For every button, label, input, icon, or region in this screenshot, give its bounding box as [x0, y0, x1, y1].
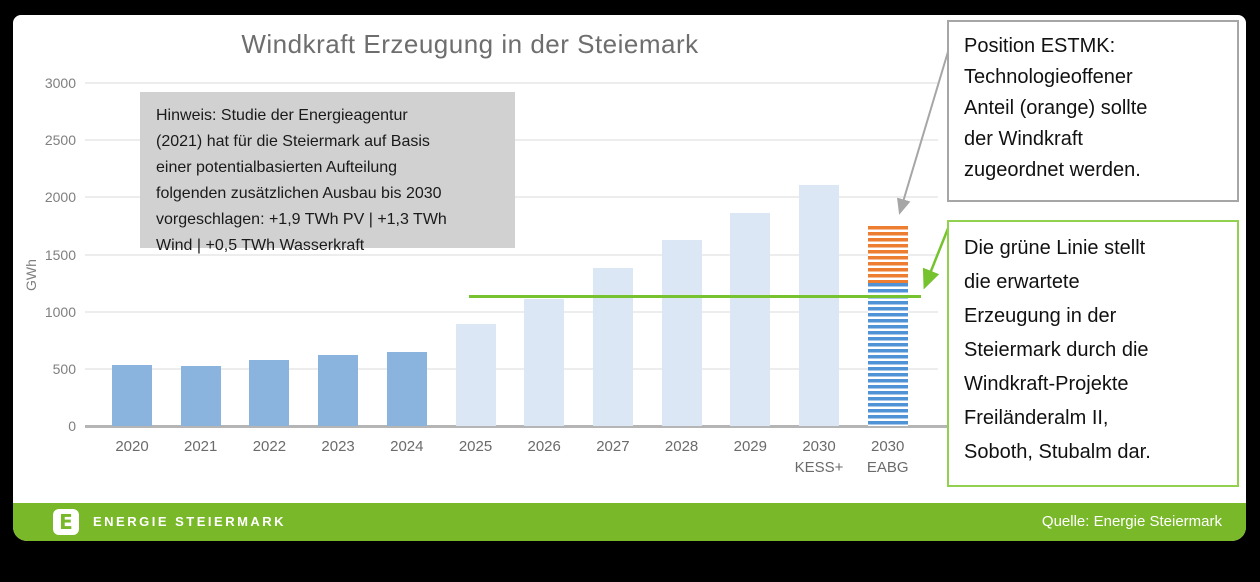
gridline-1000 [85, 310, 938, 313]
annotation-green-line: Die grüne Linie stellt die erwartete Erz… [947, 220, 1239, 487]
green-arrow [922, 225, 951, 290]
y-tick-2000: 2000 [44, 189, 76, 206]
bar-2030-KESS+ [799, 185, 839, 426]
y-tick-500: 500 [52, 360, 76, 377]
bar-2025 [455, 324, 496, 426]
y-tick-1000: 1000 [44, 303, 76, 320]
bar-2026 [524, 299, 565, 426]
gridline-1500 [85, 253, 938, 256]
bar-2030-EABG-orange-segment [867, 225, 908, 284]
footer-bar: E ENERGIE STEIERMARK Quelle: Energie Ste… [13, 503, 1246, 541]
annotation-estmk: Position ESTMK: Technologieoffener Antei… [947, 20, 1239, 202]
chart-title: Windkraft Erzeugung in der Steiemark [241, 29, 699, 59]
y-tick-1500: 1500 [44, 246, 76, 263]
x-tick-2021: 2021 [184, 438, 218, 455]
x-tick-2020: 2020 [115, 438, 149, 455]
bar-2020 [112, 364, 152, 426]
x-tick-2026: 2026 [527, 438, 561, 455]
gridline-3000 [85, 82, 938, 84]
bar-2028 [661, 240, 702, 426]
bar-2023 [318, 355, 359, 426]
note-box: Hinweis: Studie der Energieagentur (2021… [140, 92, 515, 254]
x-tick-2029: 2029 [733, 438, 767, 455]
x-tick-2027: 2027 [596, 438, 630, 455]
x-tick-2030-KESS+: 2030 KESS+ [794, 438, 844, 476]
reference-line [469, 295, 921, 299]
gridline-500 [85, 367, 938, 370]
footer-source-text: Quelle: Energie Steiermark [1041, 513, 1222, 530]
x-tick-2024: 2024 [390, 438, 424, 455]
x-axis-line [85, 425, 955, 428]
gray-arrow [897, 44, 951, 215]
x-tick-2025: 2025 [458, 438, 493, 455]
y-tick-2500: 2500 [44, 132, 76, 149]
x-tick-2030-EABG: 2030 EABG [866, 438, 909, 476]
bar-2027 [592, 268, 633, 426]
bar-2030-EABG-blue-segment [867, 283, 908, 426]
x-tick-2022: 2022 [252, 438, 287, 455]
bar-2024 [386, 351, 427, 426]
y-tick-0: 0 [68, 418, 76, 434]
footer-brand-text: ENERGIE STEIERMARK [93, 514, 287, 529]
logo-letter: E [59, 510, 73, 534]
bar-2021 [180, 365, 221, 426]
bar-2022 [249, 359, 290, 426]
x-tick-2028: 2028 [664, 438, 699, 455]
y-tick-3000: 3000 [44, 75, 76, 91]
slide-card: Windkraft Erzeugung in der Steiemark GWh… [13, 15, 1246, 541]
x-tick-2023: 2023 [321, 438, 355, 455]
energie-steiermark-logo-icon: E [53, 509, 79, 535]
bar-2029 [730, 213, 771, 426]
